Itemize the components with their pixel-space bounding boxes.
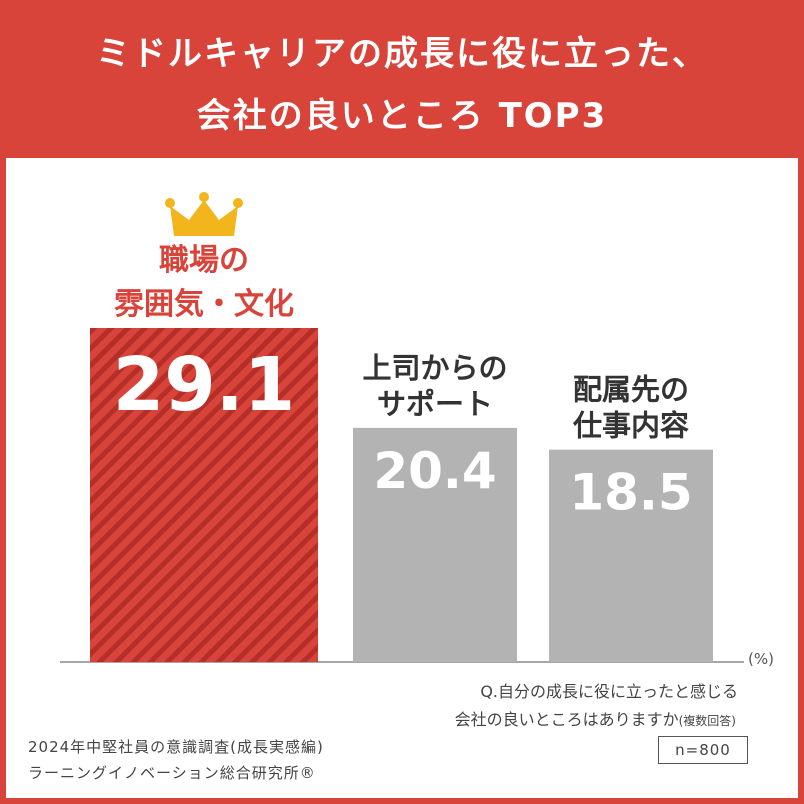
category-label-1-line-1: 職場の [159, 243, 249, 278]
crown-jewel-1 [165, 198, 175, 208]
value-label-2: 20.4 [373, 442, 496, 500]
value-label-1: 29.1 [113, 342, 296, 428]
category-label-2-line-2: サポート [377, 387, 493, 421]
value-label-3: 18.5 [569, 464, 692, 522]
crown-jewel-2 [199, 192, 209, 202]
bar-2 [353, 427, 517, 662]
question-line-2: 会社の良いところはありますか(複数回答) [455, 706, 736, 730]
crown-icon [165, 192, 243, 236]
bar-3 [549, 449, 713, 662]
title-line-1: ミドルキャリアの成長に役に立った、 [96, 34, 708, 74]
category-label-3-line-1: 配属先の [573, 373, 689, 407]
chart-panel: 29.1 職場の雰囲気・文化 20.4 上司からの サポート 18.5 配属先の 仕事内容 (… [6, 158, 798, 798]
question-text: 会社の良いところはありますか [454, 710, 679, 729]
question-line-1: Q.自分の成長に役に立ったと感じる [480, 682, 738, 701]
question-note: (複数回答) [678, 714, 736, 728]
category-label-2-line-1: 上司からの [362, 351, 507, 385]
bar-1 [90, 328, 318, 662]
unit-label: (%) [748, 650, 774, 668]
title-line-2: 会社の良いところ TOP3 [196, 96, 608, 136]
source-line-1: 2024年中堅社員の意識調査(成長実感編) [28, 738, 324, 756]
category-label-1-line-2: 雰囲気・文化 [114, 287, 294, 322]
sample-size-box: n=800 [658, 736, 748, 764]
crown-body [170, 200, 238, 236]
category-label-3-line-2: 仕事内容 [572, 409, 689, 443]
crown-jewel-3 [233, 198, 243, 208]
source-line-2: ラーニングイノベーション総合研究所® [28, 764, 316, 782]
